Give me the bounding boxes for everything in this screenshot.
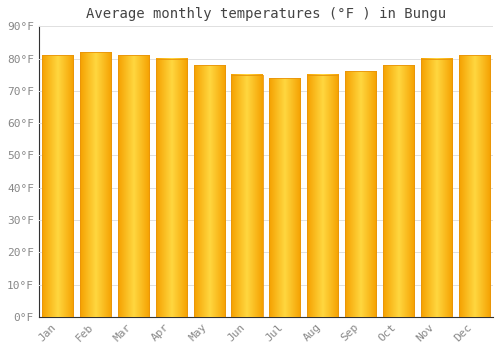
Title: Average monthly temperatures (°F ) in Bungu: Average monthly temperatures (°F ) in Bu…	[86, 7, 446, 21]
